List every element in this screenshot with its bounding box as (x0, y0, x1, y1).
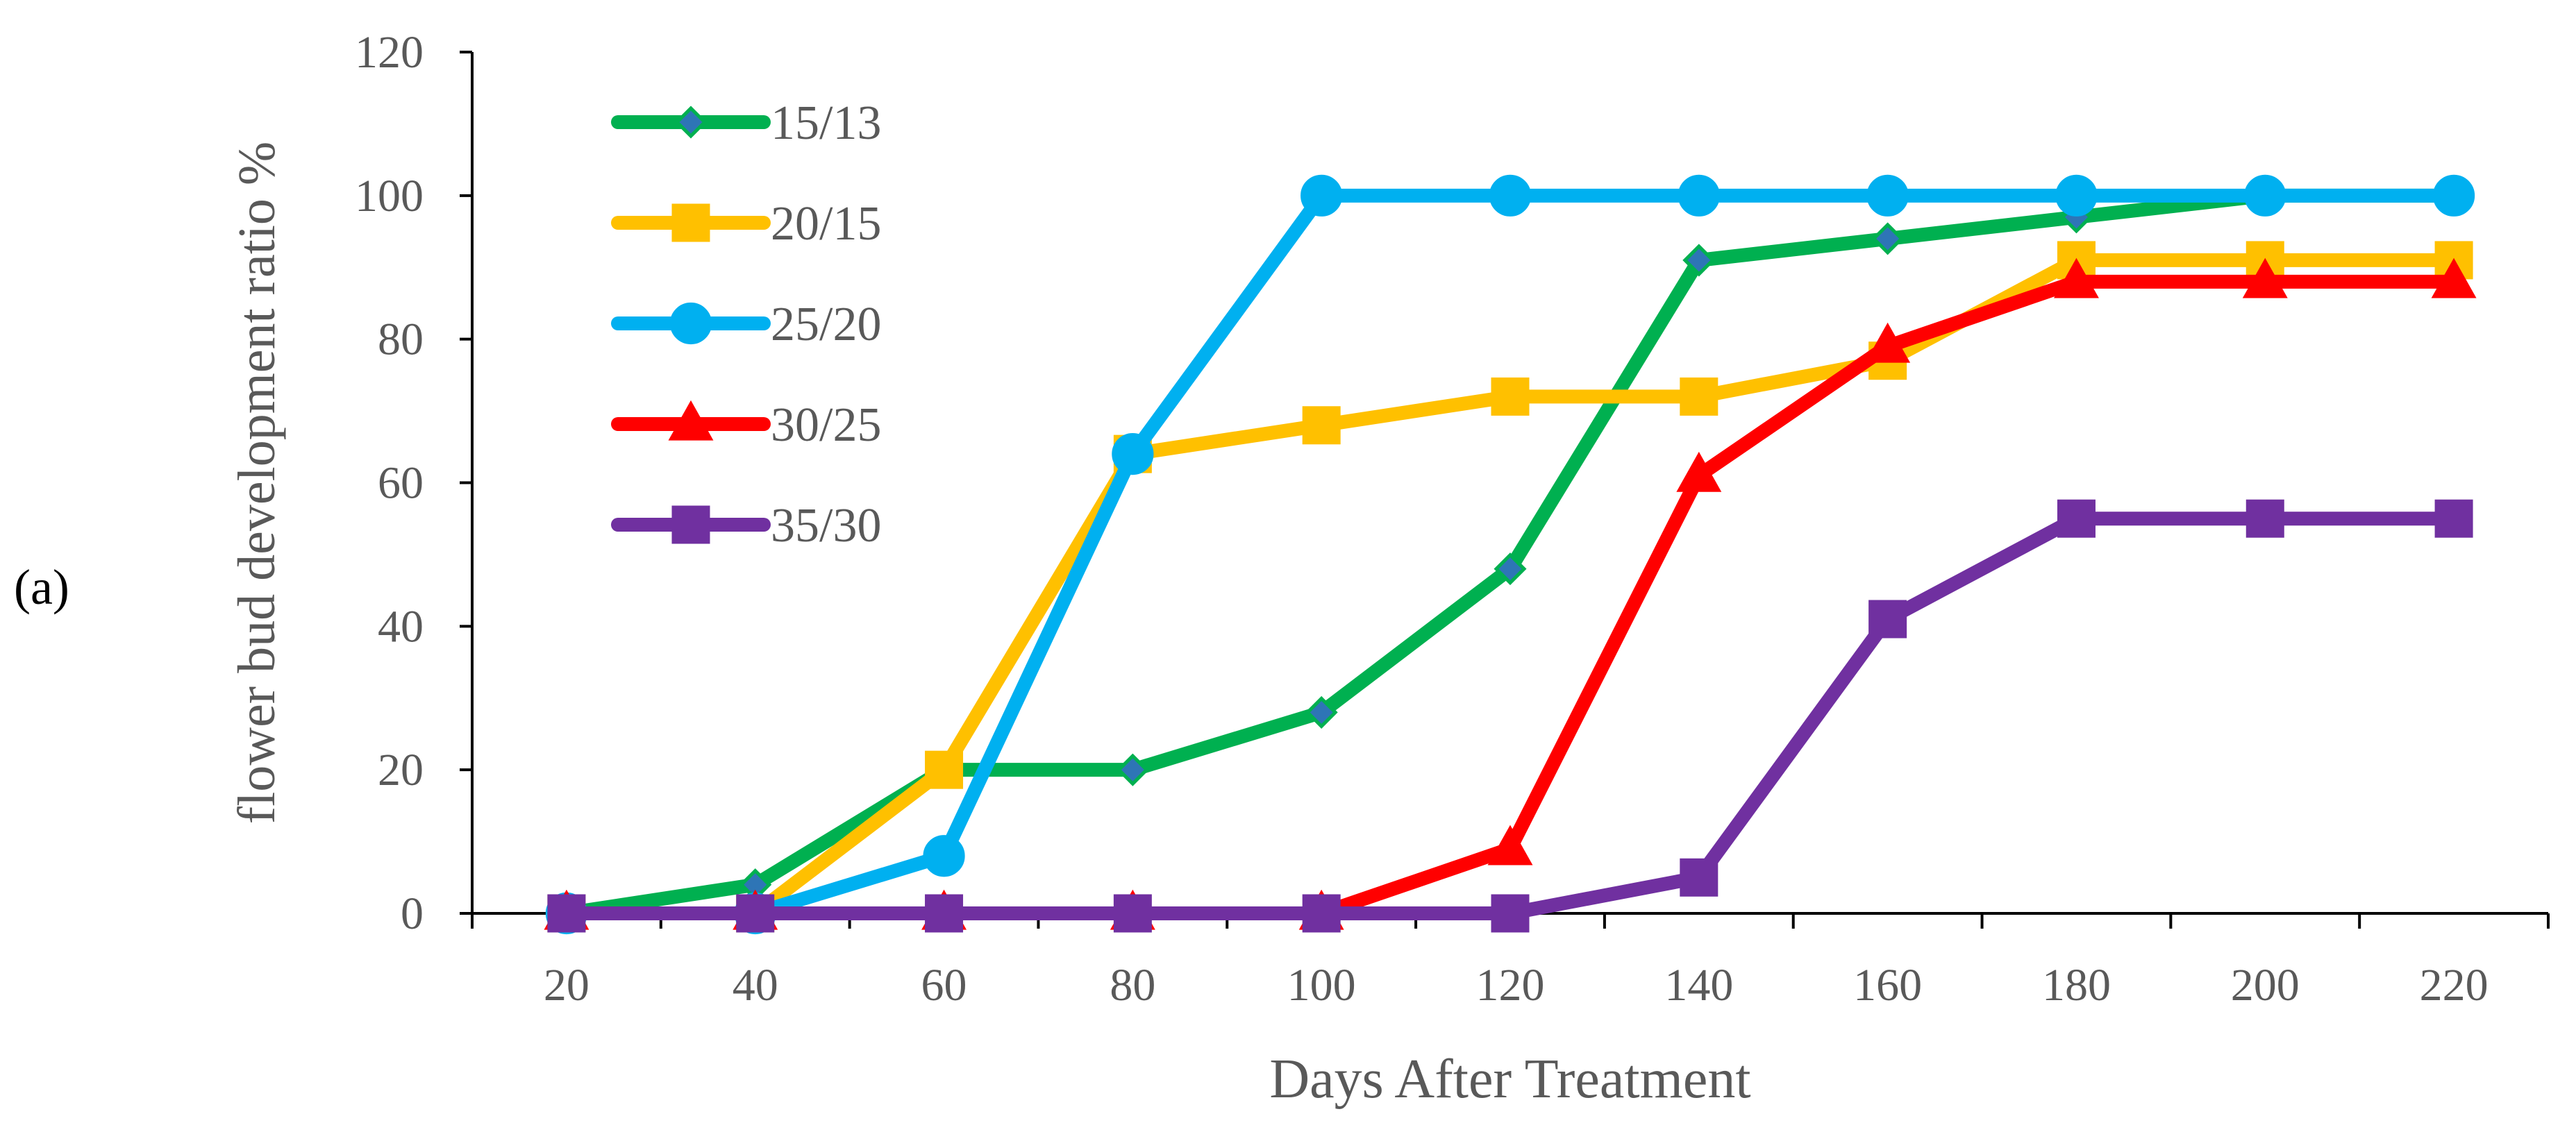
data-point (1866, 174, 1909, 217)
data-point (2432, 174, 2475, 217)
data-point (2434, 499, 2473, 538)
data-point (923, 835, 965, 877)
x-tick-label: 180 (2042, 960, 2111, 1011)
data-point (1865, 322, 1911, 363)
y-tick-label: 20 (378, 745, 424, 795)
data-point (1113, 894, 1152, 933)
y-tick-label: 80 (378, 314, 424, 365)
data-point (925, 894, 964, 933)
legend-marker (669, 302, 712, 345)
data-point (2055, 174, 2098, 217)
x-tick-label: 140 (1664, 960, 1733, 1011)
legend: 15/13 20/15 25/20 30/25 35/30 (611, 96, 881, 552)
data-point (1680, 377, 1718, 416)
data-point (2053, 257, 2099, 298)
data-point (1491, 377, 1530, 416)
data-point (1305, 695, 1338, 729)
data-point (1302, 406, 1341, 445)
axes: 0 20 40 60 80 100 120 20 40 60 80 100 120 140 160 180 20… (355, 27, 2550, 1011)
data-point (1868, 600, 1907, 639)
x-tick-label: 120 (1476, 960, 1545, 1011)
legend-marker (674, 105, 708, 139)
data-point (1678, 174, 1720, 217)
data-point (1676, 451, 1722, 492)
legend-item: 30/25 (611, 398, 881, 452)
y-tick-label: 120 (355, 27, 424, 78)
x-tick-label: 200 (2231, 960, 2300, 1011)
x-axis-title: Days After Treatment (1269, 1049, 1750, 1110)
x-tick-label: 80 (1110, 960, 1155, 1011)
x-tick-label: 40 (733, 960, 778, 1011)
data-point (2242, 257, 2288, 298)
x-tick-label: 20 (544, 960, 589, 1011)
legend-label: 35/30 (771, 499, 881, 552)
data-point (1112, 433, 1154, 475)
data-point (925, 750, 964, 789)
legend-label: 25/20 (771, 298, 881, 351)
series-lines (544, 174, 2477, 935)
panel-label: (a) (14, 559, 69, 615)
legend-label: 15/13 (771, 96, 881, 150)
data-point (1489, 174, 1532, 217)
legend-item: 35/30 (611, 499, 881, 552)
y-tick-label: 100 (355, 171, 424, 221)
y-tick-label: 40 (378, 601, 424, 652)
y-tick-label: 0 (401, 888, 424, 939)
series-15-13 (550, 179, 2470, 930)
data-point (1494, 552, 1527, 586)
data-point (1487, 825, 1533, 865)
legend-label: 30/25 (771, 398, 881, 452)
data-point (1116, 753, 1149, 786)
data-point (547, 894, 586, 933)
data-point (1300, 174, 1343, 217)
data-point (1302, 894, 1341, 933)
legend-item: 15/13 (611, 96, 881, 150)
data-point (2244, 174, 2286, 217)
legend-marker (671, 203, 710, 242)
x-tick-label: 220 (2420, 960, 2489, 1011)
legend-marker (671, 505, 710, 544)
data-point (1491, 894, 1530, 933)
x-tick-label: 60 (921, 960, 967, 1011)
y-tick-label: 60 (378, 458, 424, 509)
series-line (559, 253, 2461, 920)
x-tick-label: 160 (1853, 960, 1922, 1011)
data-point (1871, 222, 1905, 255)
y-axis-title: flower bud development ratio % (228, 142, 286, 824)
data-point (2245, 499, 2284, 538)
x-tick-label: 100 (1287, 960, 1356, 1011)
data-point (1680, 858, 1718, 897)
series-line (559, 274, 2461, 920)
legend-item: 20/15 (611, 197, 881, 251)
series-35-30 (547, 499, 2473, 933)
data-point (2057, 499, 2096, 538)
legend-item: 25/20 (611, 298, 881, 351)
data-point (2431, 257, 2477, 298)
legend-marker (668, 400, 714, 441)
legend-label: 20/15 (771, 197, 881, 251)
data-point (1682, 244, 1716, 277)
data-point (736, 894, 775, 933)
